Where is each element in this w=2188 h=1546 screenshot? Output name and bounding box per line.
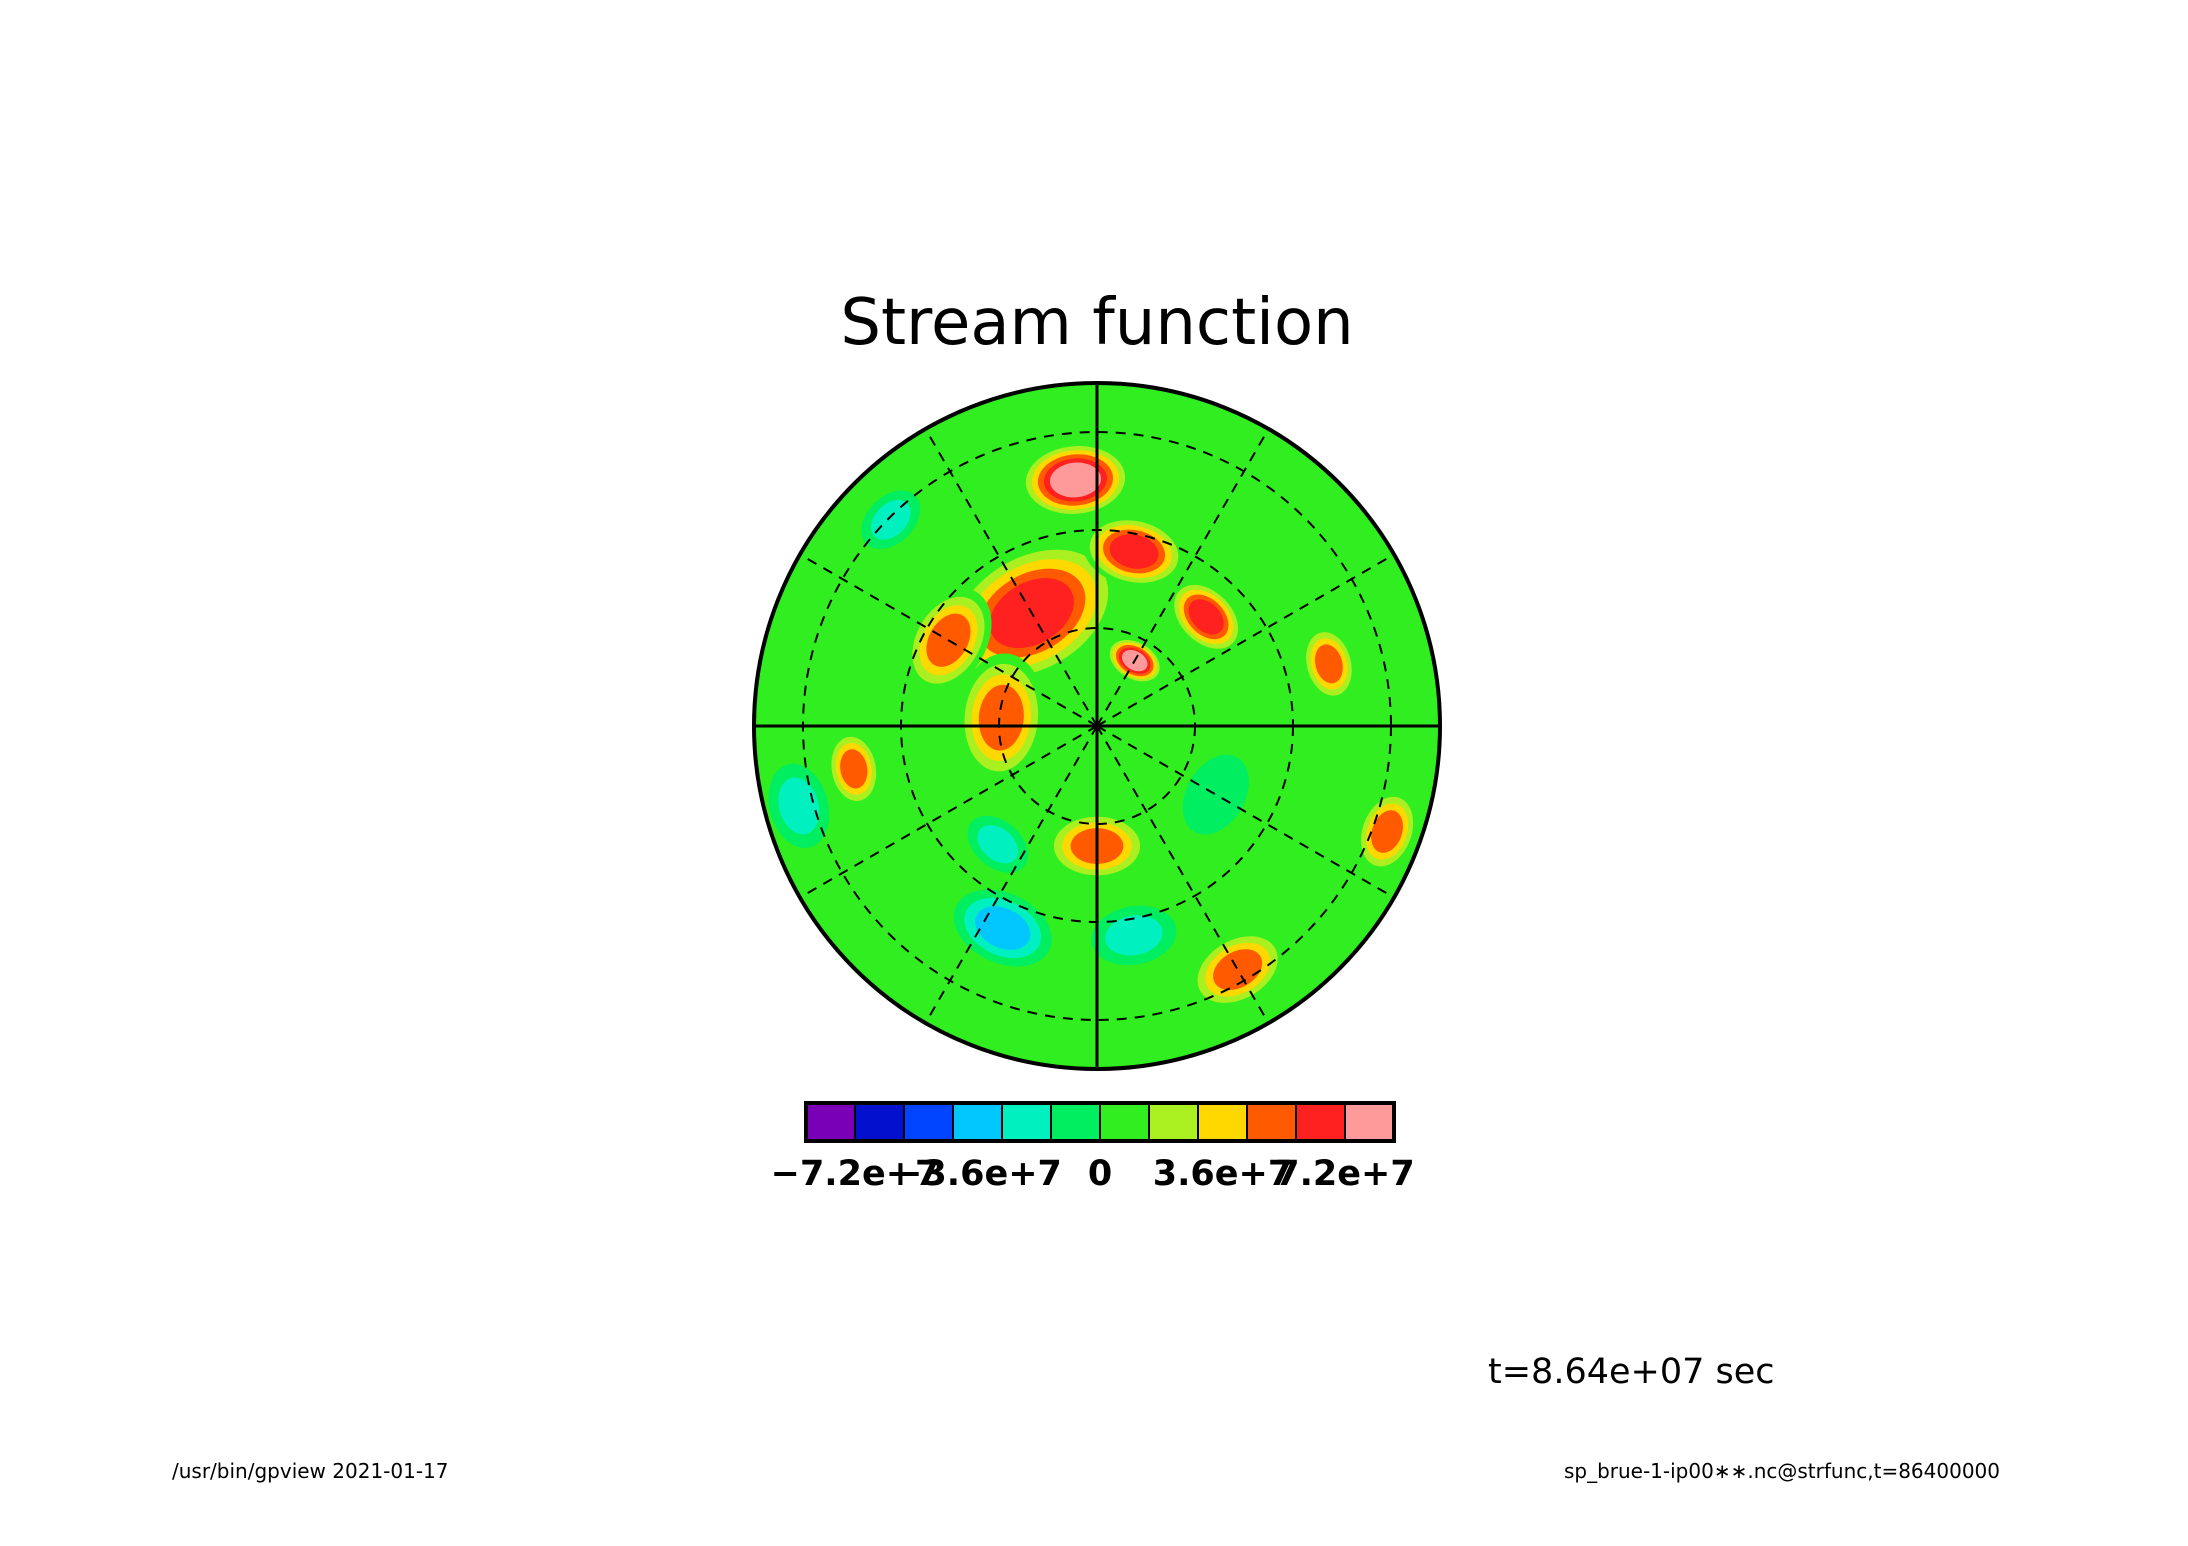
field-feature xyxy=(768,763,830,848)
time-label: t=8.64e+07 sec xyxy=(1488,1352,1775,1392)
colorbar: −7.2e+7−3.6e+7 0 3.6e+77.2e+7 xyxy=(771,1101,1415,1194)
contour-band xyxy=(1371,810,1404,853)
field-feature xyxy=(827,730,881,808)
contour-band xyxy=(1213,949,1263,990)
meridian-dashed-line xyxy=(1096,553,1395,727)
field-feature xyxy=(957,653,1046,782)
contour-band xyxy=(871,500,911,540)
latitude-circle xyxy=(998,627,1196,825)
meridian-dashed-line xyxy=(1096,428,1270,727)
colorbar-swatch xyxy=(1099,1102,1150,1142)
colorbar-tick-label: 0 xyxy=(1088,1154,1112,1194)
colorbar-swatch xyxy=(952,1102,1003,1142)
contour-band xyxy=(1049,462,1101,498)
colorbar-swatch xyxy=(1050,1102,1101,1142)
contour-band xyxy=(840,749,868,789)
meridian-dashed-line xyxy=(924,725,1098,1024)
field-feature xyxy=(1083,515,1185,588)
contour-band xyxy=(1105,915,1163,956)
colorbar-swatch xyxy=(1344,1102,1395,1142)
colorbar-swatch xyxy=(903,1102,954,1142)
contour-band xyxy=(1188,599,1224,635)
contour-band xyxy=(977,825,1019,864)
colorbar-swatch xyxy=(805,1102,856,1142)
colorbar-swatch xyxy=(1295,1102,1346,1142)
contour-band xyxy=(1314,644,1343,684)
footer-program-date: /usr/bin/gpview 2021-01-17 xyxy=(172,1459,449,1483)
contour-band xyxy=(978,684,1024,751)
latitude-circle xyxy=(802,431,1392,1021)
contour-band xyxy=(778,777,820,835)
colorbar-frame xyxy=(804,1101,1396,1143)
chart-title: Stream function xyxy=(840,286,1353,360)
contour-band xyxy=(975,906,1031,950)
meridian-dashed-line xyxy=(799,725,1098,899)
field-feature xyxy=(1189,929,1286,1010)
colorbar-swatch xyxy=(1148,1102,1199,1142)
colorbar-tick-label: 3.6e+7 xyxy=(1153,1154,1292,1194)
colorbar-tick-label: 7.2e+7 xyxy=(1275,1154,1414,1194)
colorbar-swatch xyxy=(1197,1102,1248,1142)
latitude-circle xyxy=(900,529,1294,923)
field-feature xyxy=(1019,441,1132,519)
colorbar-tick-label: −3.6e+7 xyxy=(893,1154,1062,1194)
footer-data-source: sp_brue-1-ip00∗∗.nc@strfunc,t=86400000 xyxy=(1564,1459,2000,1483)
meridian-dashed-line xyxy=(1096,725,1395,899)
meridian-dashed-line xyxy=(799,553,1098,727)
colorbar-tick-label: −7.2e+7 xyxy=(771,1154,940,1194)
meridian-dashed-line xyxy=(924,428,1098,727)
contour-band xyxy=(1182,754,1249,835)
colorbar-swatch xyxy=(1246,1102,1297,1142)
field-feature xyxy=(1301,625,1357,702)
field-feature xyxy=(1169,580,1243,654)
hemisphere-outline xyxy=(752,381,1442,1071)
colorbar-swatch xyxy=(1001,1102,1052,1142)
map-gridlines xyxy=(754,383,1440,1069)
contour-band xyxy=(1109,534,1159,569)
meridian-dashed-line xyxy=(1096,725,1270,1024)
field-feature xyxy=(967,815,1029,873)
field-feature xyxy=(861,490,921,550)
colorbar-swatch xyxy=(854,1102,905,1142)
field-feature xyxy=(1182,754,1249,835)
